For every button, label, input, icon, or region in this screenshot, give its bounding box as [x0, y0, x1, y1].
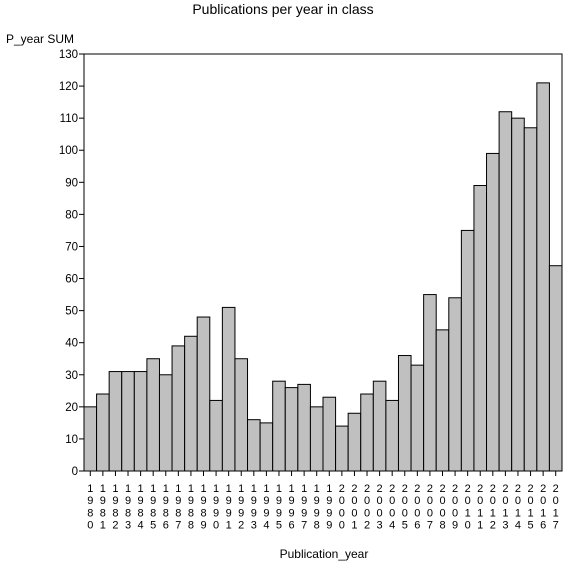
y-tick-label: 90	[65, 177, 78, 189]
y-tick-label: 70	[65, 241, 78, 253]
bar	[297, 383, 311, 472]
y-tick-label: 80	[65, 209, 78, 221]
bar	[385, 399, 399, 472]
y-axis-label: P_year SUM	[6, 32, 74, 46]
y-tick-label: 20	[65, 402, 78, 414]
bar	[335, 425, 349, 472]
bar	[410, 364, 425, 472]
bar	[548, 265, 563, 472]
bar	[322, 396, 337, 472]
bar	[158, 374, 173, 472]
bar	[247, 419, 261, 472]
y-tick-label: 10	[65, 434, 78, 446]
bar	[121, 371, 135, 472]
bar	[347, 412, 362, 472]
bar	[460, 229, 475, 472]
x-axis-label: Publication_year	[280, 547, 369, 561]
y-tick-label: 50	[65, 306, 78, 318]
bar	[96, 393, 110, 472]
bar	[397, 355, 412, 472]
y-tick-label: 100	[59, 145, 78, 157]
bar	[259, 422, 274, 472]
y-tick-label: 120	[59, 81, 78, 93]
y-tick-label: 0	[72, 466, 78, 478]
bar	[272, 380, 286, 472]
bar	[133, 371, 148, 472]
bar	[108, 371, 123, 472]
bar	[234, 358, 249, 472]
bar	[423, 294, 437, 472]
bar	[511, 117, 525, 472]
bar	[473, 185, 488, 472]
y-tick-label: 110	[60, 113, 78, 125]
bar	[536, 82, 550, 472]
bar	[486, 152, 500, 472]
bar	[184, 335, 198, 472]
bar	[146, 358, 160, 472]
bar	[435, 329, 450, 472]
y-tick-label: 40	[65, 338, 78, 350]
bar	[448, 297, 462, 472]
bar	[196, 316, 211, 472]
bar	[360, 393, 374, 472]
bar	[284, 387, 299, 472]
bar	[171, 345, 186, 472]
bar	[309, 406, 324, 472]
plot-area: 0 10 20 30 40 50 60 70 80 90 100 110 120 130 1 9 8 0 1 9 8 1 1…	[59, 49, 563, 532]
y-tick-label: 60	[65, 274, 78, 286]
y-tick-label: 130	[59, 49, 78, 61]
bar	[498, 111, 513, 472]
bar	[523, 127, 538, 472]
chart-title: Publications per year in class	[192, 1, 373, 17]
bar	[221, 306, 236, 472]
bar	[372, 380, 387, 472]
bar	[209, 399, 223, 472]
bar	[83, 406, 98, 472]
y-tick-label: 30	[65, 370, 78, 382]
